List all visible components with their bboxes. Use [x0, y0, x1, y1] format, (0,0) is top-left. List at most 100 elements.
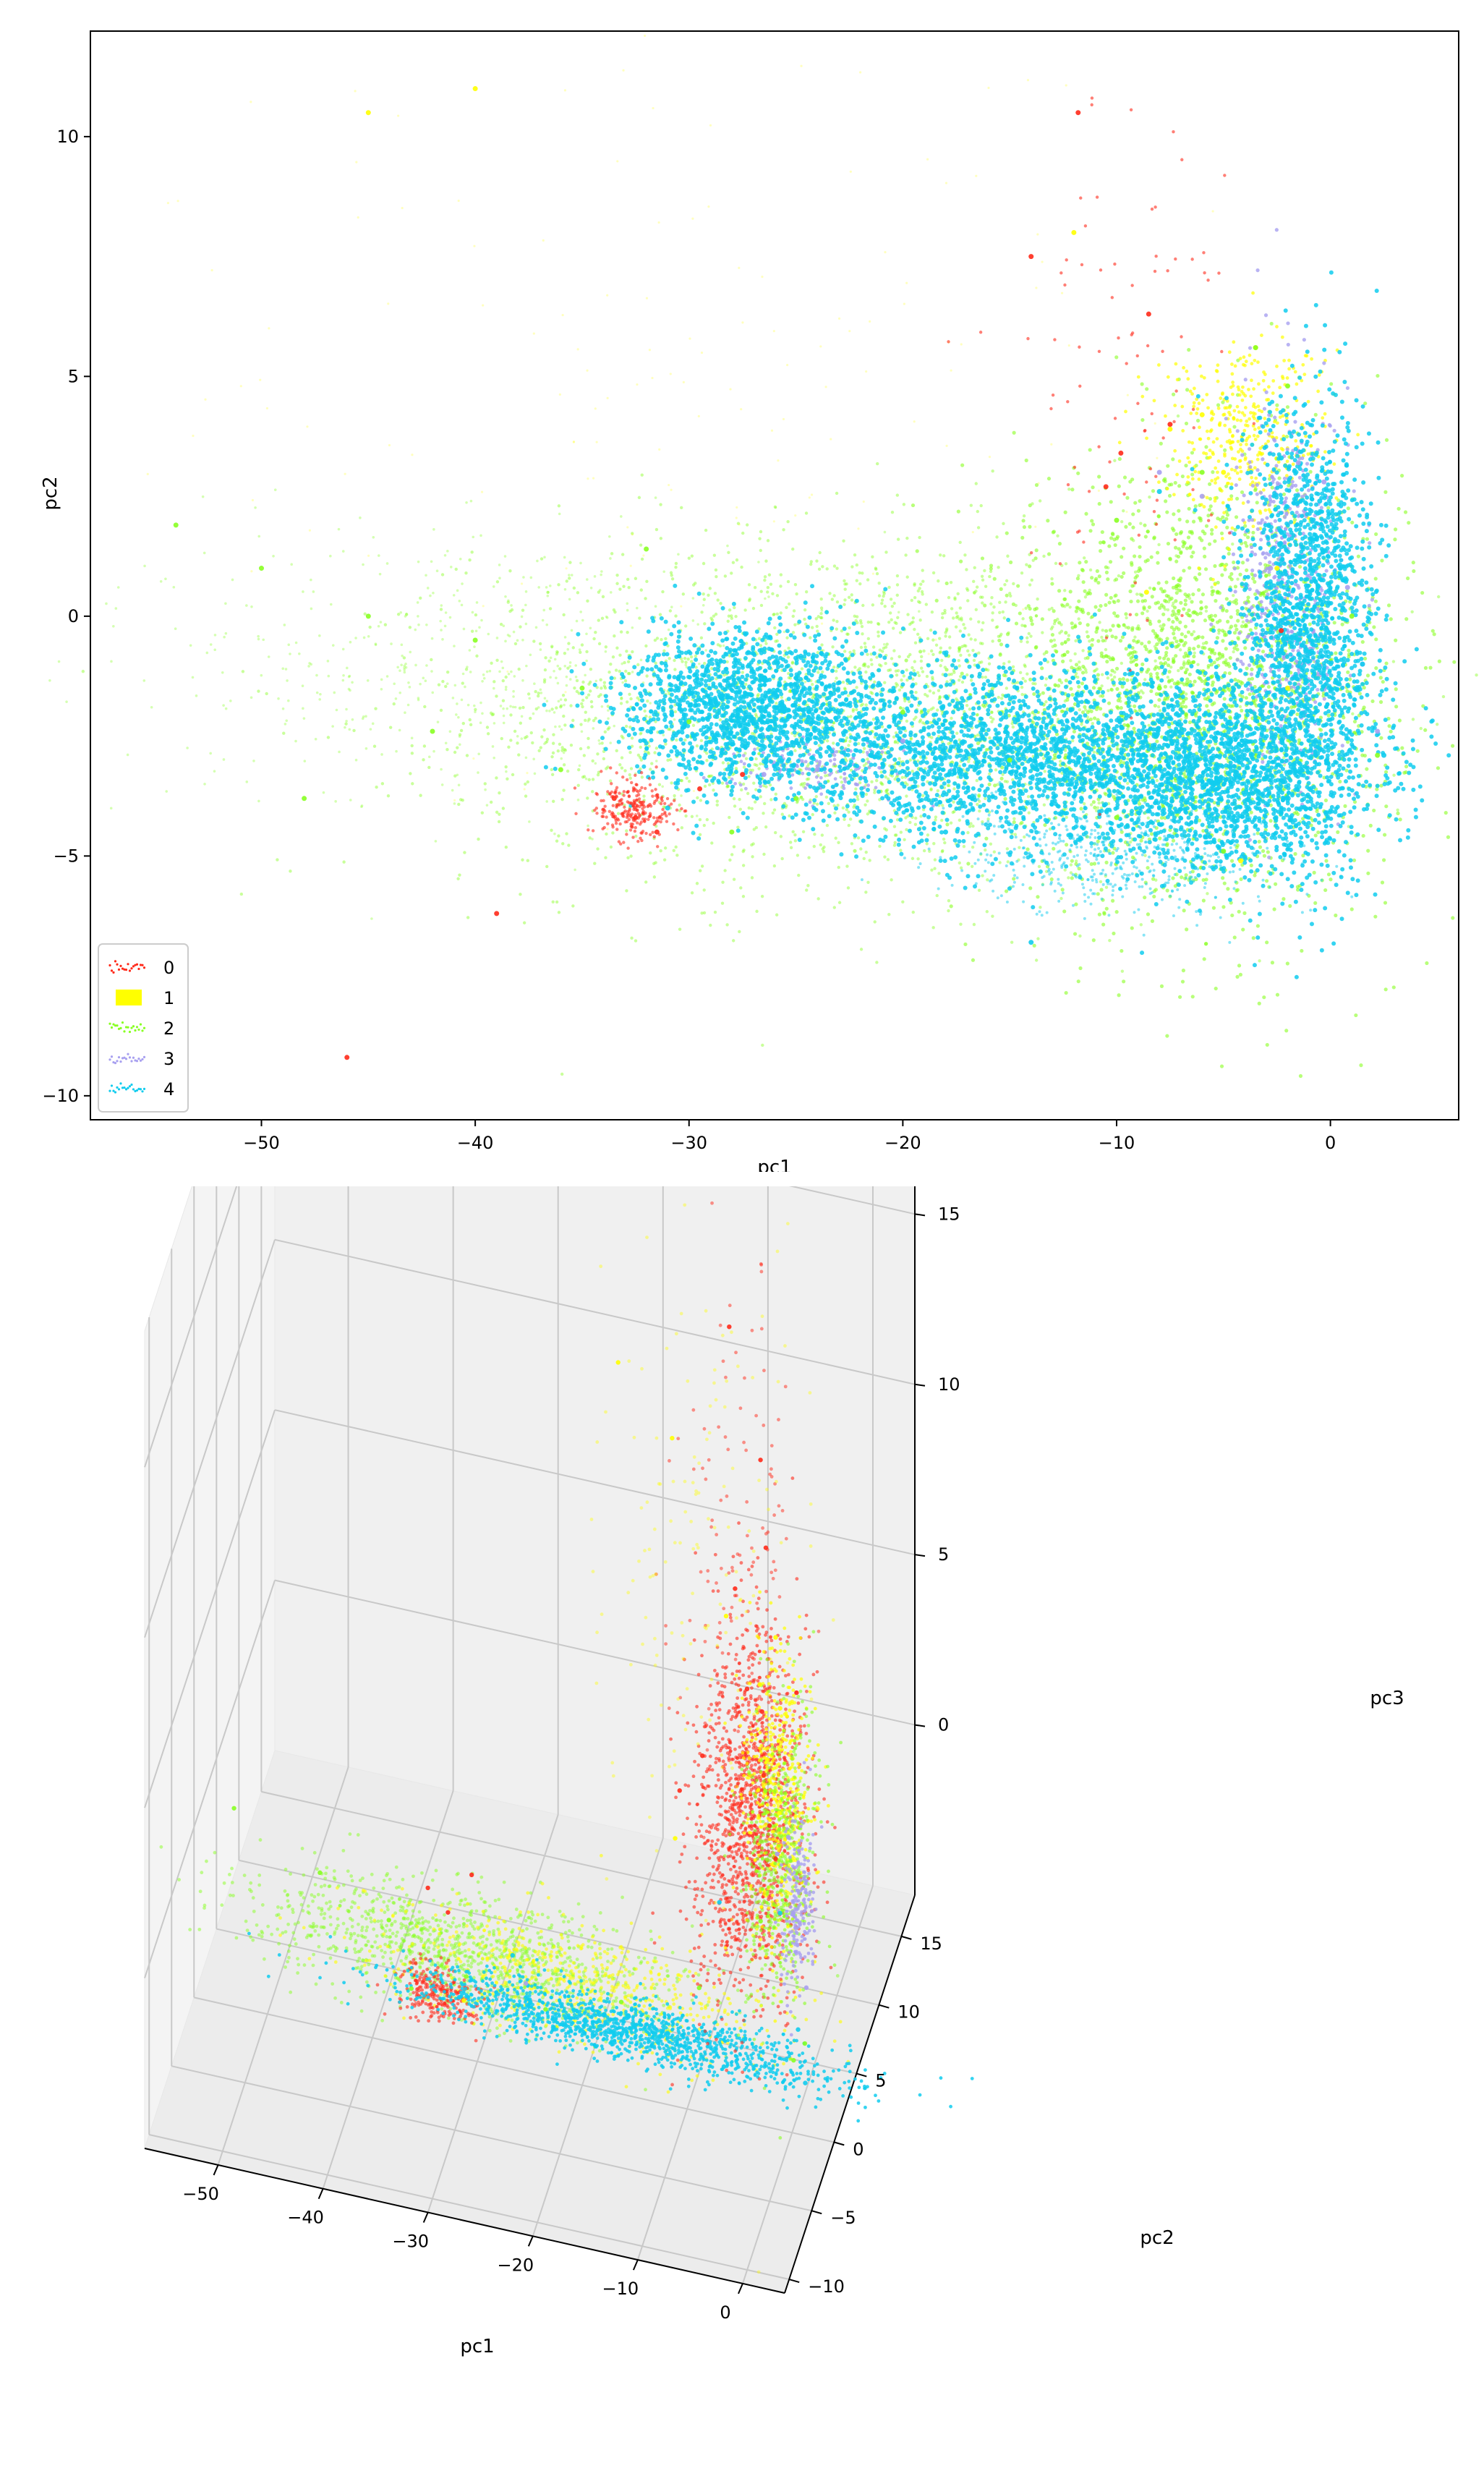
legend-swatch-dot: [119, 1060, 122, 1063]
legend-swatch-dot: [137, 1057, 140, 1060]
scatter-point-series-2: [802, 2041, 808, 2046]
scatter-point-series-2: [259, 566, 264, 571]
scatter-point-series-1: [615, 1360, 621, 1365]
scatter-point-series-0: [654, 829, 660, 835]
y-tick: [901, 1935, 912, 1940]
legend-swatch-dot: [124, 1058, 128, 1060]
y-tick-label: 10: [56, 127, 79, 147]
legend-swatch-dot: [127, 1086, 129, 1089]
y-tick-label: 5: [68, 366, 79, 386]
gridline: [322, 1790, 454, 2190]
scatter-point-series-1: [365, 110, 371, 116]
legend-swatch-dot: [128, 1056, 132, 1059]
legend-swatch-dot: [121, 1021, 124, 1024]
scatter-point-series-1: [1274, 566, 1280, 571]
x-tick-label: 0: [720, 2302, 730, 2323]
legend-swatch-dot: [121, 1057, 124, 1060]
legend-swatch-dot: [142, 1087, 146, 1090]
scatter-point-series-2: [409, 1986, 414, 1991]
scatter-point-series-4: [721, 2064, 727, 2070]
y-tick: [811, 2210, 822, 2215]
legend-swatch-dot: [128, 969, 132, 972]
scatter-point-series-0: [761, 1773, 767, 1778]
scatter-point-series-4: [932, 781, 938, 787]
scatter-point-series-3: [1321, 479, 1327, 485]
scatter-point-series-3: [1344, 584, 1350, 590]
legend-item-1: 1: [116, 988, 174, 1008]
legend-swatch-dot: [128, 1030, 132, 1034]
scatter-point-series-0: [763, 1545, 769, 1550]
legend-swatch-dot: [127, 963, 129, 966]
x-tick: [738, 2283, 743, 2294]
scatter-point-series-4: [670, 2055, 675, 2060]
x-tick-label: −50: [182, 2184, 219, 2204]
scatter-point-series-2: [686, 719, 692, 725]
gridline: [742, 1885, 874, 2284]
x-tick: [422, 2212, 429, 2223]
legend-swatch-dot: [142, 1026, 146, 1029]
scatter-point-series-0: [469, 1872, 474, 1878]
scatter-point-series-0: [700, 1753, 705, 1758]
legend-swatch-dot: [119, 1082, 122, 1085]
scatter-point-series-4: [717, 1900, 722, 1905]
legend-swatch-dot: [130, 1060, 133, 1063]
scatter-point-series-3: [900, 738, 905, 744]
legend-swatch-dot: [135, 1089, 139, 1092]
scatter-point-series-1: [1143, 590, 1149, 595]
legend: 0 1 2 3 4: [98, 943, 189, 1113]
scatter-point-series-0: [1028, 254, 1034, 260]
scatter-point-series-4: [707, 699, 713, 705]
legend-swatch-dot: [134, 1089, 137, 1092]
scatter-point-series-4: [1028, 940, 1034, 945]
scatter-point-series-4: [1317, 498, 1323, 504]
x-tick: [527, 2235, 534, 2247]
scatter-point-series-4: [996, 757, 1002, 763]
legend-label: 3: [163, 1049, 174, 1069]
legend-swatch-dot: [110, 1084, 114, 1087]
legend-item-0: 0: [108, 958, 174, 978]
scatter-point-series-3: [1156, 469, 1162, 475]
scatter-point-series-0: [1075, 110, 1081, 116]
scatter-point-series-0: [1118, 450, 1124, 456]
scatter-point-series-4: [1253, 781, 1258, 787]
scatter-point-series-2: [618, 1999, 624, 2004]
legend-swatch-dot: [117, 1055, 121, 1059]
scatter-point-series-4: [620, 2030, 625, 2036]
legend-swatch-dot: [139, 1059, 142, 1062]
legend-swatch-dot: [130, 967, 133, 970]
legend-swatch-dot: [132, 1056, 135, 1059]
legend-swatch-dot: [114, 1061, 117, 1065]
scatter-point-series-2: [1221, 849, 1227, 854]
legend-swatch-dot: [117, 1088, 121, 1091]
gridline: [144, 1239, 276, 1638]
scatter-point-series-2: [758, 1918, 763, 1924]
scatter-point-series-4: [510, 1952, 515, 1958]
scatter-point-series-4: [740, 743, 746, 749]
legend-swatch-dot: [110, 1055, 114, 1058]
gridline: [274, 1409, 916, 1556]
scatter-point-series-1: [777, 1706, 782, 1711]
scatter-point-series-2: [644, 546, 649, 552]
legend-swatch-dot: [110, 1026, 114, 1029]
legend-swatch-dot: [121, 1086, 124, 1089]
scatter-point-series-1: [461, 1998, 466, 2003]
legend-swatch-dot: [139, 1088, 142, 1091]
legend-swatch-dot: [119, 1026, 122, 1029]
scatter-point-series-2: [579, 685, 585, 691]
scatter-point-series-4: [1188, 791, 1194, 796]
legend-swatch-dot: [128, 1085, 132, 1088]
scatter-point-series-1: [1221, 469, 1227, 475]
scatter-point-series-3: [785, 1834, 791, 1840]
scatter-point-series-2: [430, 728, 435, 734]
gridline: [274, 1238, 916, 1385]
scatter-point-series-1: [1071, 229, 1077, 235]
legend-swatch-dot: [108, 1089, 111, 1092]
x-tick: [317, 2188, 324, 2200]
scatter-point-series-3: [761, 772, 767, 778]
legend-swatch-dot: [124, 968, 128, 971]
x-tick-label: −30: [392, 2232, 429, 2252]
legend-swatch-dot: [112, 971, 115, 974]
gridline: [274, 1579, 916, 1726]
